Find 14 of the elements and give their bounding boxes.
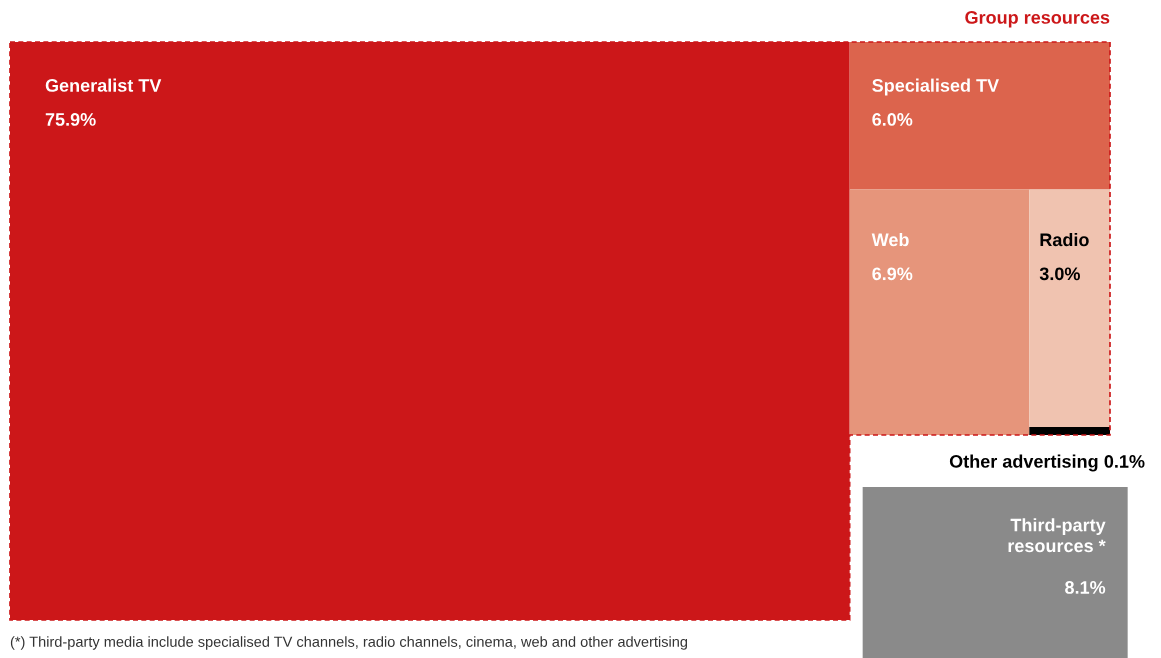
- data-label: 3.0%: [1039, 267, 1080, 281]
- category-label: Third-party resources *: [1008, 518, 1106, 553]
- category-label: Specialised TV: [872, 78, 999, 96]
- category-label: Web: [871, 232, 909, 247]
- category-label: Other advertising: [949, 454, 1098, 472]
- category-label: Generalist TV: [45, 78, 162, 92]
- data-label: 75.9%: [45, 113, 96, 126]
- data-label: 6.0%: [872, 113, 913, 126]
- data-label: 8.1%: [1065, 581, 1106, 594]
- data-label: 6.9%: [872, 267, 913, 281]
- category-label: Radio: [1040, 232, 1089, 247]
- text: Group resources: [965, 11, 1110, 28]
- data-label: 0.1%: [1104, 455, 1145, 468]
- text: (*) Third-party media include specialised TV channels, radio channels, cinema, web and other advertising: [10, 636, 688, 650]
